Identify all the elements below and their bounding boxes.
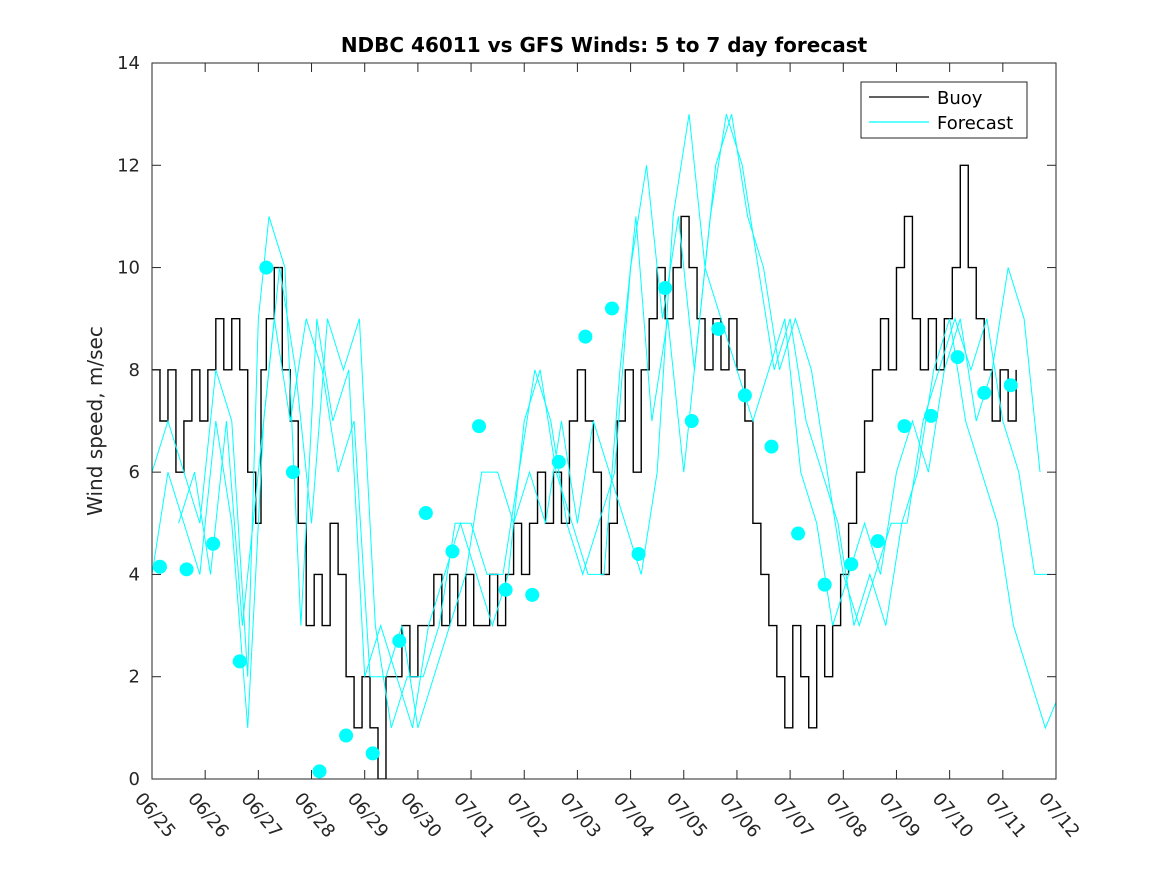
forecast-marker <box>445 544 460 559</box>
chart-title: NDBC 46011 vs GFS Winds: 5 to 7 day fore… <box>341 33 868 57</box>
forecast-marker <box>152 559 167 574</box>
plot-area-group <box>151 62 1057 780</box>
forecast-marker <box>551 454 566 469</box>
forecast-marker <box>179 562 194 577</box>
forecast-marker <box>791 526 806 541</box>
x-tick-label: 06/25 <box>130 789 179 842</box>
forecast-marker <box>392 633 407 648</box>
legend-box <box>860 81 1028 139</box>
y-tick-label: 12 <box>117 155 140 176</box>
x-tick-label: 06/26 <box>183 789 232 842</box>
marker-layer <box>152 260 1018 779</box>
x-tick-label: 07/12 <box>1034 789 1083 842</box>
buoy-series-line <box>152 164 1017 779</box>
x-tick-label: 07/11 <box>981 789 1030 842</box>
y-axis-label: Wind speed, m/sec <box>83 326 107 516</box>
x-tick-label: 07/03 <box>556 789 605 842</box>
forecast-marker <box>764 439 779 454</box>
x-tick-label: 06/27 <box>237 789 286 842</box>
forecast-marker <box>711 321 726 336</box>
forecast-marker <box>206 536 221 551</box>
forecast-marker <box>312 764 327 779</box>
forecast-series-line-1 <box>152 113 1051 729</box>
y-tick-label: 2 <box>129 667 140 688</box>
forecast-marker <box>684 414 699 428</box>
forecast-marker <box>870 534 885 549</box>
x-tick-label: 07/08 <box>821 789 870 842</box>
x-tick-label: 07/09 <box>875 789 924 842</box>
forecast-marker <box>897 419 912 434</box>
x-tick-label: 07/06 <box>715 789 764 842</box>
forecast-marker <box>658 281 673 296</box>
x-tick-label: 06/29 <box>343 789 392 842</box>
forecast-marker <box>365 746 380 761</box>
y-tick-label: 4 <box>129 564 140 585</box>
forecast-marker <box>259 260 274 275</box>
forecast-marker <box>977 385 992 400</box>
forecast-marker <box>631 546 646 561</box>
legend-forecast-label: Forecast <box>937 113 1013 134</box>
y-tick-label: 6 <box>129 462 140 483</box>
x-tick-label: 07/02 <box>502 789 551 842</box>
forecast-marker <box>472 419 487 434</box>
plot-frame <box>151 62 1057 780</box>
forecast-marker <box>737 388 752 403</box>
forecast-marker <box>578 329 593 344</box>
forecast-marker <box>1003 378 1018 393</box>
forecast-marker <box>844 557 859 572</box>
forecast-marker <box>232 654 247 669</box>
forecast-marker <box>525 587 540 602</box>
forecast-marker <box>950 350 965 365</box>
y-tick-label: 10 <box>117 258 140 279</box>
legend: Buoy Forecast <box>860 81 1028 139</box>
forecast-series-line-2 <box>152 113 1056 730</box>
y-tick-label: 14 <box>117 53 140 74</box>
x-tick-label: 07/07 <box>768 789 817 842</box>
x-tick-label: 07/10 <box>928 789 977 842</box>
x-tick-label: 07/05 <box>662 789 711 842</box>
y-tick-label: 8 <box>129 360 140 381</box>
forecast-marker <box>817 577 832 592</box>
x-tick-label: 07/01 <box>449 789 498 842</box>
forecast-marker <box>418 506 433 521</box>
forecast-series-line-3 <box>178 114 1041 729</box>
y-tick-label: 0 <box>129 769 140 790</box>
forecast-marker <box>498 582 513 597</box>
forecast-marker <box>924 408 939 423</box>
plot-background <box>152 63 1056 779</box>
x-tick-label: 07/04 <box>609 789 658 842</box>
x-tick-label: 06/28 <box>290 789 339 842</box>
series-layer <box>152 113 1056 779</box>
legend-buoy-label: Buoy <box>937 88 983 109</box>
x-tick-label: 06/30 <box>396 789 445 842</box>
forecast-marker <box>339 728 354 743</box>
forecast-marker <box>285 465 300 480</box>
forecast-marker <box>604 301 619 316</box>
